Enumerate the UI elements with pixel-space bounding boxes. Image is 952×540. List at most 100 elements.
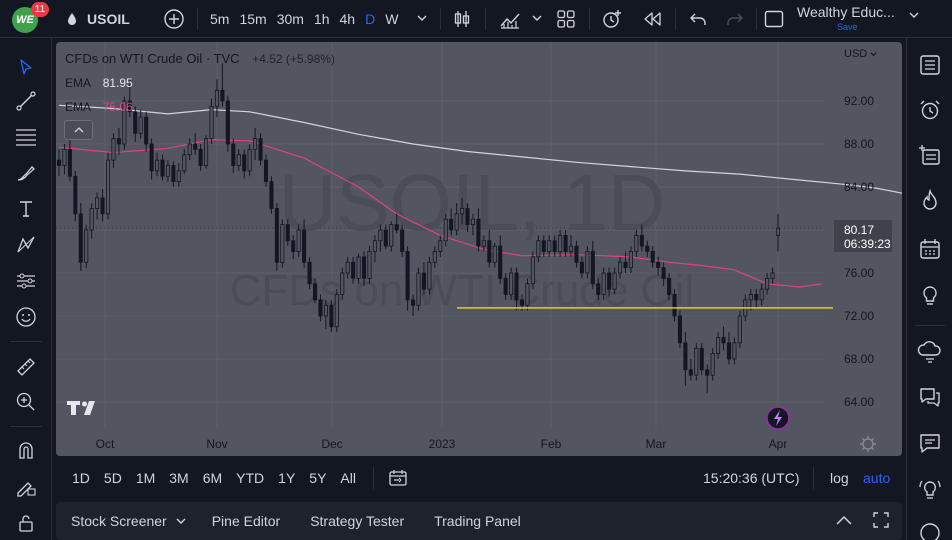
range-1y[interactable]: 1Y [278,470,296,486]
log-toggle[interactable]: log [830,470,849,486]
layout-menu[interactable]: Wealthy Educ... Save [797,4,923,34]
redo-button[interactable] [725,9,745,29]
lock-tool[interactable] [11,508,41,538]
ema2-legend[interactable]: EMA 75.06 [65,100,133,114]
tab-pine-editor[interactable]: Pine Editor [197,513,295,529]
indicators-dropdown[interactable] [531,12,543,27]
interval-5m[interactable]: 5m [210,11,230,27]
candle-down [639,234,644,247]
separator [10,426,42,427]
more-widgets-button[interactable] [915,516,945,540]
symbol-search[interactable]: USOIL [66,0,130,38]
hotlists-button[interactable] [915,186,945,216]
circle-icon [920,523,940,540]
notifications-button[interactable] [915,428,945,458]
range-5y[interactable]: 5Y [309,470,327,486]
tab-strategy-tester[interactable]: Strategy Tester [295,513,419,529]
brush-tool[interactable] [11,158,41,188]
panel-expand-button[interactable] [834,512,854,530]
currency-selector[interactable]: USD [844,48,878,60]
cursor-tool[interactable] [11,52,41,82]
chats-button[interactable] [915,382,945,412]
range-3m[interactable]: 3M [169,470,189,486]
tab-stock-screener[interactable]: Stock Screener [56,513,197,529]
candle-up [585,251,590,274]
data-window-button[interactable] [915,140,945,170]
candle-down [487,240,492,263]
candle-down [78,213,83,263]
watermark-symbol: USOIL, 1D [279,158,666,247]
calendar-range-icon [389,470,407,486]
rewind-icon [644,12,661,26]
chart-pane[interactable]: USOIL, 1D CFDs on WTI Crude Oil 92.00 88.… [56,42,902,456]
range-all[interactable]: All [340,470,356,486]
alert-button[interactable] [601,8,623,30]
clock-time[interactable]: 15:20:36 (UTC) [703,470,800,486]
calendar-button[interactable] [915,234,945,264]
templates-button[interactable] [556,9,576,29]
candle-down [519,299,525,306]
prediction-tool[interactable] [11,266,41,296]
candle-down [198,148,203,166]
trend-line-tool[interactable] [11,86,41,116]
ema1-legend[interactable]: EMA 81.95 [65,76,133,90]
range-1d[interactable]: 1D [72,470,90,486]
chevron-down-icon [532,15,542,21]
watchlist-button[interactable] [915,50,945,80]
range-ytd[interactable]: YTD [236,470,265,486]
streams-button[interactable] [915,336,945,366]
candle-up [530,256,535,285]
legend-collapse-button[interactable] [64,120,93,140]
ema2-value: 75.06 [102,100,133,114]
range-5d[interactable]: 5D [103,470,122,486]
list-add-icon [919,145,940,165]
magnet-tool[interactable] [11,436,41,466]
price-axis[interactable]: 92.00 88.00 84.00 76.00 72.00 68.00 64.00 [844,94,874,409]
candle-down [579,261,584,274]
fullscreen-toggle[interactable] [764,10,784,28]
panel-maximize-button[interactable] [872,511,890,529]
auto-toggle[interactable]: auto [863,470,891,486]
alerts-button[interactable] [915,95,945,125]
candle-down [160,159,165,177]
range-1m[interactable]: 1M [135,470,156,486]
icon-tool[interactable] [11,302,41,332]
separator [756,8,757,30]
fib-tool[interactable] [11,122,41,152]
interval-d[interactable]: D [365,11,376,27]
pattern-tool[interactable] [11,230,41,260]
tab-trading-panel[interactable]: Trading Panel [419,513,536,529]
interval-4h[interactable]: 4h [339,11,356,27]
zoom-tool[interactable] [11,387,41,417]
interval-15m[interactable]: 15m [239,11,267,27]
interval-dropdown[interactable] [416,12,428,27]
legend-title[interactable]: CFDs on WTI Crude Oil · TVC [65,51,240,66]
time-axis[interactable]: Oct Nov Dec 2023 Feb Mar Apr [96,437,788,451]
date-range-button[interactable] [388,468,408,488]
candle-down [705,369,710,376]
measure-tool[interactable] [11,352,41,382]
undo-button[interactable] [688,9,708,29]
interval-w[interactable]: W [385,11,399,27]
candle-down [193,143,198,150]
range-6m[interactable]: 6M [202,470,223,486]
replay-button[interactable] [642,9,662,29]
stay-drawing-tool[interactable] [11,472,41,502]
ideas-button[interactable] [915,281,945,311]
compare-add-button[interactable] [163,8,185,30]
tv-logo-v [84,401,95,415]
indicators-button[interactable] [498,8,522,30]
price-chart[interactable]: USOIL, 1D CFDs on WTI Crude Oil 92.00 88.… [56,42,902,456]
fib-lines-icon [16,129,36,146]
interval-30m[interactable]: 30m [276,11,304,27]
help-button[interactable] [915,474,945,504]
interval-1h[interactable]: 1h [313,11,330,27]
drop-icon [68,13,76,25]
candle-down [656,261,661,269]
candles-button[interactable] [451,8,473,30]
avatar[interactable]: WE 11 [0,0,50,38]
settings-button[interactable] [860,436,876,452]
separator [10,341,42,342]
lightning-button[interactable] [766,406,790,430]
text-tool[interactable] [11,194,41,224]
